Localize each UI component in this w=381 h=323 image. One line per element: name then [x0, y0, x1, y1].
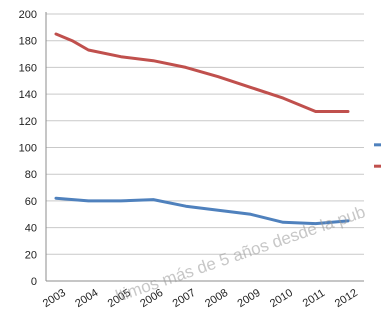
y-tick-label: 100 — [19, 143, 37, 155]
series-line-2 — [54, 196, 350, 226]
y-tick-label: 160 — [19, 62, 37, 74]
x-tick-label: 2003 — [41, 287, 68, 310]
y-tick-label: 40 — [25, 223, 37, 235]
x-tick-label: 2008 — [203, 287, 230, 310]
series-lines — [54, 32, 350, 226]
legend — [374, 143, 381, 168]
x-tick-label: 2012 — [333, 287, 360, 310]
y-tick-label: 200 — [19, 9, 37, 21]
x-tick-label: 2004 — [73, 287, 100, 310]
y-tick-label: 180 — [19, 36, 37, 48]
x-axis: 2003 2004 2005 2006 2007 2008 2009 2010 2011 2012 — [41, 287, 360, 310]
x-tick-label: 2007 — [171, 287, 198, 310]
y-axis: 0 20 40 60 80 100 120 140 160 180 200 — [19, 9, 47, 288]
y-tick-label: 140 — [19, 89, 37, 101]
x-tick-label: 2011 — [301, 287, 327, 310]
y-tick-label: 120 — [19, 116, 37, 128]
x-tick-label: 2009 — [236, 287, 263, 310]
y-tick-label: 0 — [31, 276, 37, 288]
gridlines — [46, 13, 364, 282]
series-line-1 — [54, 32, 350, 113]
y-tick-label: 80 — [25, 169, 37, 181]
y-tick-label: 60 — [25, 196, 37, 208]
x-tick-label: 2010 — [268, 287, 295, 310]
y-tick-label: 20 — [25, 249, 37, 261]
